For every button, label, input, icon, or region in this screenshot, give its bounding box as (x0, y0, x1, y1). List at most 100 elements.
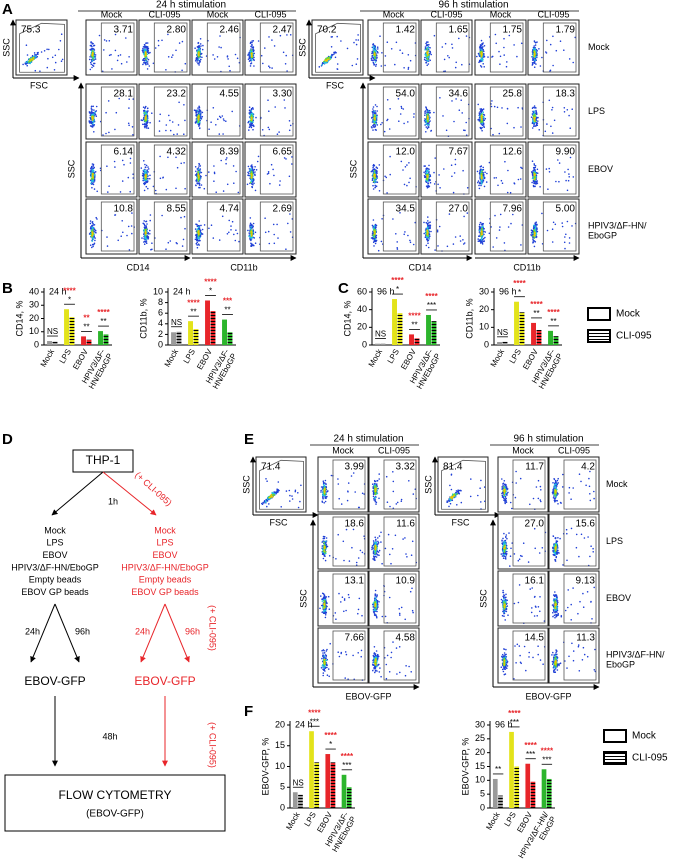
bar (341, 774, 347, 808)
gated-percent: 4.55 (220, 89, 240, 100)
x-tick-label: Mock (484, 810, 502, 832)
gate (100, 86, 135, 137)
bar (222, 319, 227, 345)
significance: * (518, 288, 521, 297)
y-tick-label: 5 (280, 782, 285, 792)
significance: **** (341, 752, 354, 761)
bar (514, 301, 519, 345)
column-header: CLI-095 (537, 9, 569, 19)
gated-percent: 27.0 (525, 519, 545, 530)
axis-label: SSC (423, 475, 433, 494)
flow-dots (426, 115, 430, 121)
group-title: 96 h stimulation (513, 434, 583, 445)
line (51, 471, 104, 516)
bar (525, 763, 531, 808)
bar (553, 336, 559, 345)
significance: **** (187, 298, 200, 307)
flow-dots (533, 231, 536, 237)
gated-percent: 34.6 (449, 89, 469, 100)
bar (64, 309, 69, 345)
bar (205, 300, 210, 345)
axis-label: EBOV-GFP (525, 691, 571, 701)
significance: * (396, 285, 399, 294)
column-header: CLI-095 (254, 9, 286, 19)
end-node: (EBOV-GFP) (86, 809, 144, 820)
row-label: HPIV3/ΔF-HN/EboGP (588, 221, 647, 241)
axis-label: SSC (348, 159, 358, 178)
condition: EBOV (152, 550, 177, 560)
bar (514, 766, 520, 808)
y-tick-label: 0 (362, 339, 367, 349)
flow-plot (437, 456, 489, 513)
treatment-note: (+ CLI-095) (208, 722, 218, 768)
gate (542, 144, 577, 195)
line (54, 603, 80, 663)
gate (382, 22, 417, 73)
bar (227, 332, 233, 345)
bar (414, 338, 420, 345)
flow-plot (474, 19, 527, 76)
flow-plot (367, 198, 420, 255)
time-label: 48h (102, 731, 117, 741)
gated-percent: 6.14 (114, 147, 134, 158)
significance: **** (541, 746, 554, 755)
legend-label: CLI-095 (616, 331, 652, 342)
axis-label: CD11b (230, 262, 257, 272)
gated-percent: 2.80 (167, 25, 187, 36)
gate (259, 459, 304, 510)
bar (325, 754, 331, 808)
gate (332, 516, 366, 567)
x-tick-label: Mock (163, 347, 181, 369)
bar (531, 322, 536, 345)
legend-swatch (603, 751, 627, 765)
time-label: 24h (135, 626, 150, 636)
significance: * (329, 740, 332, 749)
row-label: HPIV3/ΔF-HN/EboGP (606, 650, 665, 670)
gated-percent: 54.0 (396, 89, 416, 100)
condition: LPS (46, 538, 63, 548)
panel-label: C (338, 280, 349, 297)
flow-dots (374, 602, 377, 608)
flow-dots (29, 56, 35, 62)
flow-dots (554, 659, 558, 665)
bar (86, 339, 92, 345)
y-tick-label: 5 (480, 789, 485, 799)
group-title: 24 h stimulation (333, 434, 403, 445)
legend-label: CLI-095 (632, 753, 668, 764)
flow-dots (373, 52, 376, 56)
flow-dots (374, 658, 377, 665)
gated-percent: 23.2 (167, 89, 187, 100)
y-tick-label: 20 (29, 313, 39, 323)
y-tick-label: 2 (158, 329, 163, 339)
y-tick-label: 40 (29, 286, 39, 296)
significance: *** (542, 755, 551, 764)
gated-percent: 1.42 (396, 25, 416, 36)
y-tick-label: 10 (275, 761, 285, 771)
gate (259, 201, 294, 252)
flow-dots (324, 58, 330, 62)
axis-label: FSC (452, 517, 471, 527)
flow-dots (480, 51, 483, 58)
gate (489, 144, 524, 195)
y-tick-label: 30 (479, 286, 489, 296)
bar (546, 778, 552, 808)
significance: *** (427, 301, 436, 310)
bar (548, 330, 553, 345)
flow-plot (138, 19, 191, 76)
y-tick-label: 15 (275, 740, 285, 750)
gated-percent: 18.3 (556, 89, 576, 100)
axis-label: SSC (66, 159, 76, 178)
bar (375, 343, 380, 345)
gated-percent: 12.0 (396, 147, 416, 158)
bar (541, 769, 547, 808)
readout: EBOV-GFP (134, 674, 195, 688)
flow-plot (497, 570, 549, 627)
gate (332, 630, 366, 681)
significance: ** (411, 321, 417, 330)
gate (489, 22, 524, 73)
y-axis-label: CD11b, % (464, 298, 474, 338)
bar (298, 794, 303, 808)
end-box (4, 774, 226, 832)
flow-dots (503, 488, 506, 494)
flow-dots (144, 115, 147, 120)
